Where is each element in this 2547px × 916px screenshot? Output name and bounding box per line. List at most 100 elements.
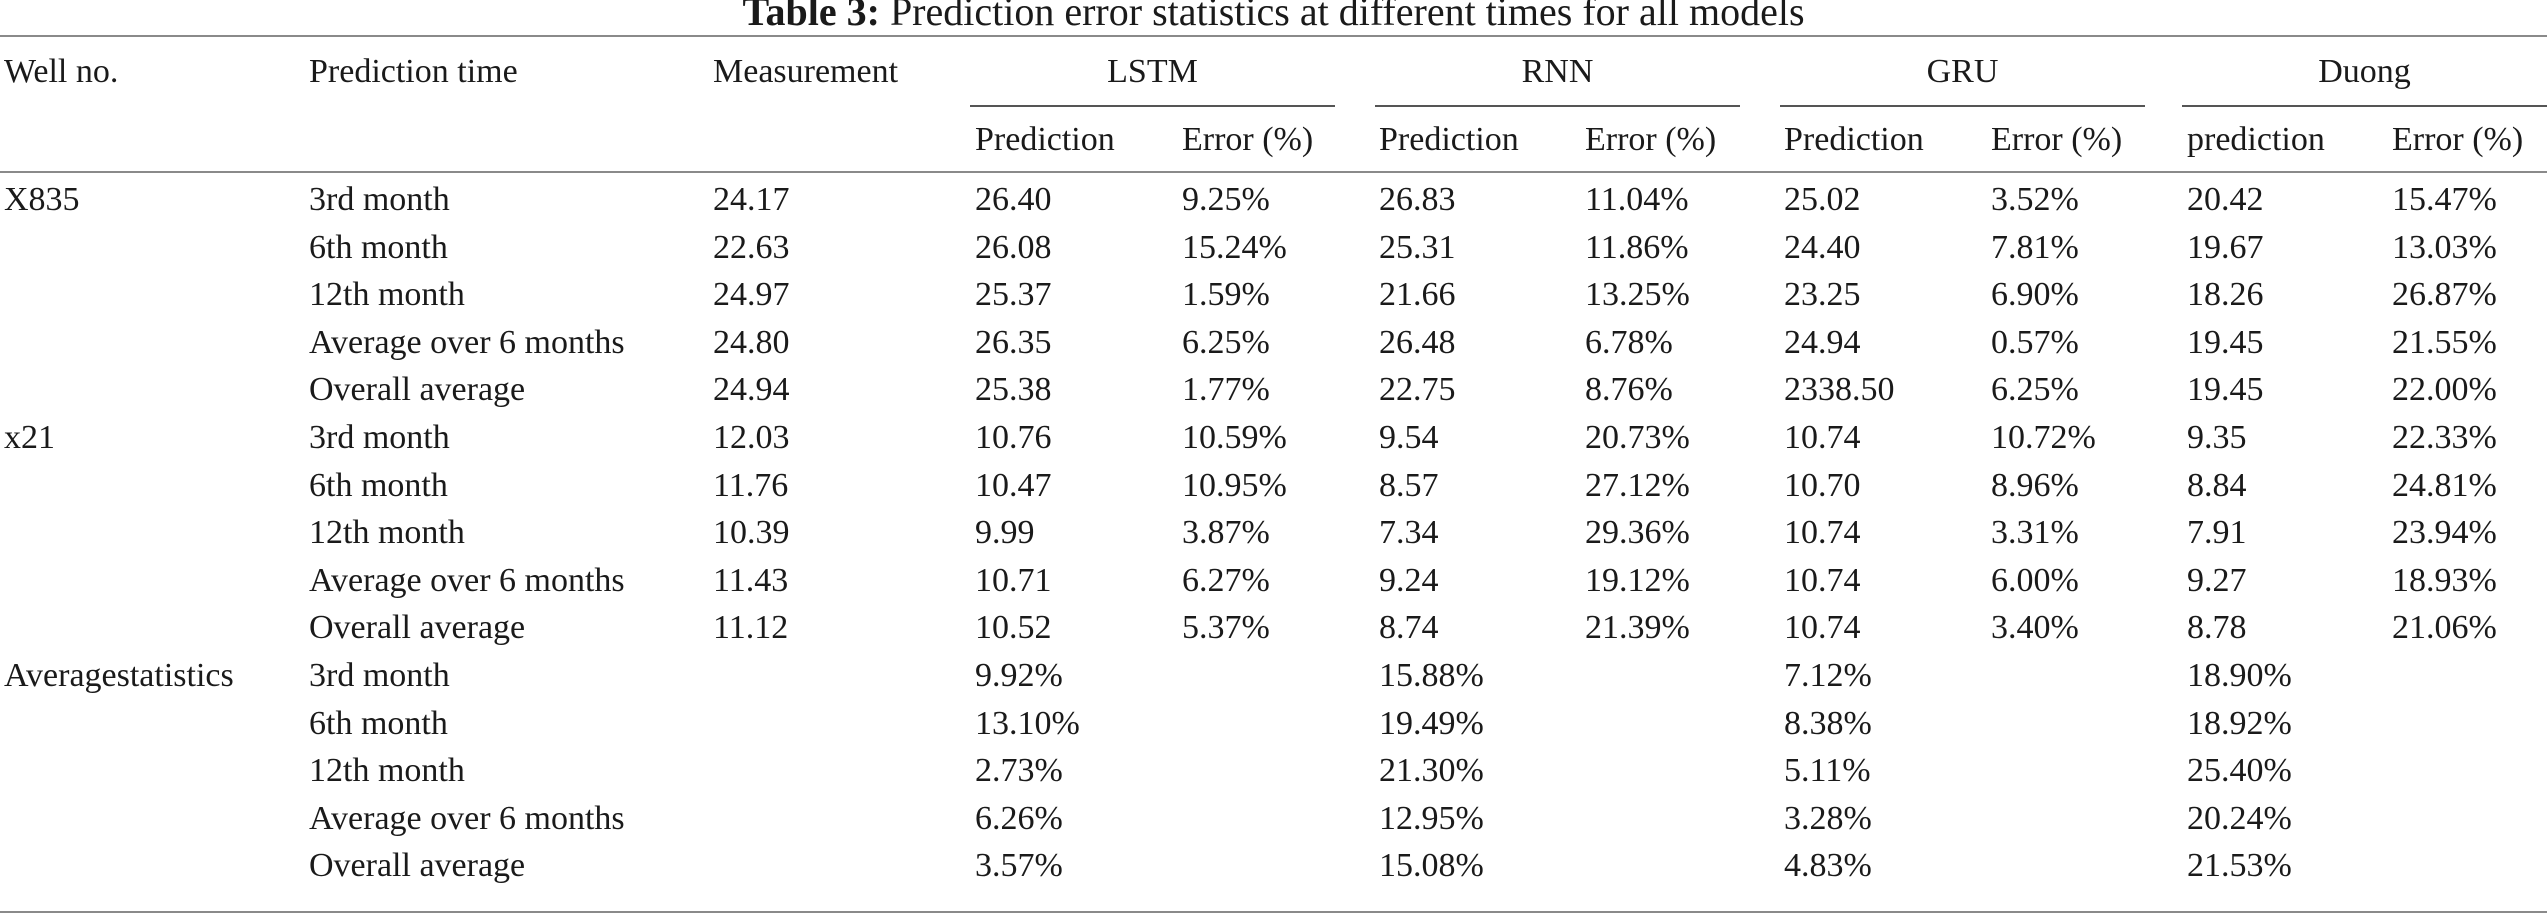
table-cell: 6.25% [1991,371,2079,409]
table-cell: 10.59% [1182,419,1287,456]
table-cell: 9.24 [1379,561,1439,599]
caption-label: Table 3: [742,0,880,34]
table-cell: 2338.50 [1784,371,1895,409]
table-cell: 8.78 [2187,609,2247,647]
table-cell: 0.57% [1991,323,2079,361]
table-cell: 10.39 [713,514,790,552]
table-cell: 15.47% [2392,181,2497,218]
table-cell: 19.12% [1585,561,1690,599]
table-cell: 24.17 [713,181,790,218]
table-cell: 7.81% [1991,228,2079,266]
table-cell: 9.99 [975,514,1035,552]
table-cell: 21.53% [2187,847,2292,885]
group-rule-duong [2182,105,2547,107]
table-cell: 9.25% [1182,181,1270,218]
table-cell: 10.47 [975,466,1052,504]
table-cell: 10.95% [1182,466,1287,504]
header-time: Prediction time [309,53,518,90]
table-cell: 26.48 [1379,323,1456,361]
table-cell: Average over 6 months [309,323,625,361]
table-cell: 10.70 [1784,466,1861,504]
table-cell: 3.40% [1991,609,2079,647]
table-cell: 2.73% [975,752,1063,790]
table-cell: 6.90% [1991,276,2079,314]
table-cell: 9.54 [1379,419,1439,456]
table-cell: 10.72% [1991,419,2096,456]
table-cell: 26.35 [975,323,1052,361]
header-measurement: Measurement [713,53,899,90]
header-rule [0,171,2547,173]
table-cell: 9.92% [975,657,1063,694]
group-header-gru: GRU [1926,53,1999,90]
table-cell: 18.90% [2187,657,2292,694]
table-cell: 6.78% [1585,323,1673,361]
table-cell: 22.33% [2392,419,2497,456]
header-well: Well no. [4,53,119,90]
table-cell: 19.67 [2187,228,2264,266]
table-cell: 3.31% [1991,514,2079,552]
group-rule-lstm [970,105,1335,107]
table-cell: 15.24% [1182,228,1287,266]
table-cell: x21 [4,419,55,456]
table-cell: 26.40 [975,181,1052,218]
subheader-duong-prediction: prediction [2187,121,2325,158]
table-cell: 18.26 [2187,276,2264,314]
table-cell: 6.27% [1182,561,1270,599]
subheader-duong-error: Error (%) [2392,121,2524,158]
table-cell: 10.74 [1784,514,1861,552]
table-cell: 23.94% [2392,514,2497,552]
table-cell: 11.43 [713,561,789,599]
table-cell: 13.10% [975,704,1080,742]
table-cell: 6th month [309,704,448,742]
table-cell: 3.52% [1991,181,2079,218]
table-cell: 19.49% [1379,704,1484,742]
subheader-gru-error: Error (%) [1991,121,2123,158]
table-cell: 24.94 [713,371,790,409]
table-cell: 26.87% [2392,276,2497,314]
table-cell: 6.26% [975,799,1063,837]
table-cell: 8.84 [2187,466,2247,504]
table-cell: 7.34 [1379,514,1439,552]
table-cell: 22.63 [713,228,790,266]
table-cell: 23.25 [1784,276,1861,314]
table-cell: 3rd month [309,181,450,218]
table-cell: 24.97 [713,276,790,314]
subheader-lstm-error: Error (%) [1182,121,1314,158]
table-cell: 6.25% [1182,323,1270,361]
table-cell: 19.45 [2187,371,2264,409]
table-cell: 22.75 [1379,371,1456,409]
table-cell: 7.91 [2187,514,2247,552]
table-cell: 21.30% [1379,752,1484,790]
table-cell: 8.96% [1991,466,2079,504]
table-cell: 10.71 [975,561,1052,599]
table-cell: 6th month [309,466,448,504]
table-cell: 21.39% [1585,609,1690,647]
table-cell: 26.08 [975,228,1052,266]
table-cell: 10.74 [1784,561,1861,599]
table-cell: 13.25% [1585,276,1690,314]
group-rule-gru [1780,105,2145,107]
table-cell: 25.37 [975,276,1052,314]
group-header-lstm: LSTM [1107,53,1198,90]
table-cell: 11.86% [1585,228,1689,266]
group-header-rnn: RNN [1521,53,1594,90]
table-cell: 24.80 [713,323,790,361]
table-cell: 11.76 [713,466,789,504]
table-cell: 8.57 [1379,466,1439,504]
table-cell: 5.37% [1182,609,1270,647]
table-cell: 12th month [309,514,465,552]
bottom-rule [0,911,2547,913]
table-cell: 15.08% [1379,847,1484,885]
table-cell: 21.55% [2392,323,2497,361]
table-caption: Table 3: Prediction error statistics at … [0,0,2547,36]
table-cell: 24.40 [1784,228,1861,266]
table-cell: 15.88% [1379,657,1484,694]
table-cell: 11.12 [713,609,789,647]
table-cell: 20.24% [2187,799,2292,837]
table-cell: 9.35 [2187,419,2247,456]
table-cell: 12.95% [1379,799,1484,837]
table-cell: 5.11% [1784,752,1871,790]
table-cell: 24.81% [2392,466,2497,504]
table-cell: 21.66 [1379,276,1456,314]
table-cell: 3.87% [1182,514,1270,552]
